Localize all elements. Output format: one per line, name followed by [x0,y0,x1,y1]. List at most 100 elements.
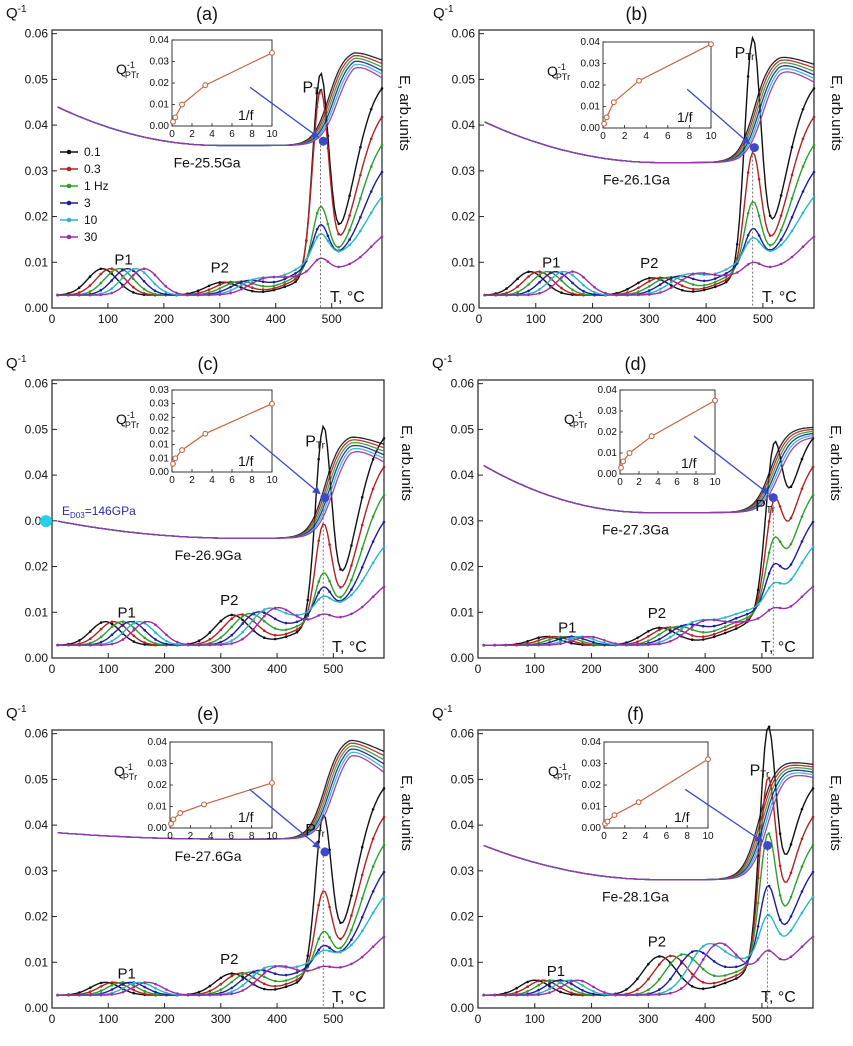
q-point [121,276,124,280]
q-point [371,837,375,841]
q-point [350,544,353,547]
q-point [230,639,233,642]
q-point [790,173,794,177]
q-point [315,258,319,262]
q-point [207,293,211,297]
q-point [658,988,661,991]
q-point [723,631,727,635]
plot-frame [51,29,383,309]
q-point [658,626,661,630]
q-point [658,978,661,981]
q-point [306,964,310,968]
x-tick-label: 200 [155,1012,175,1026]
inset-frame [171,39,273,127]
q-point [350,593,353,597]
q-point [669,954,672,958]
q-point [317,937,321,941]
ptr-marker-dot [320,847,330,857]
inset-y-label: Q-1 PTr [564,410,587,430]
q-point [197,990,201,994]
q-point [548,991,551,994]
inset-x-label: 1/f [681,455,697,471]
inset-y-label: Q-1 PTr [548,762,571,782]
q-point [99,635,103,639]
q-point [294,268,297,272]
e-curve-series-5 [57,451,385,539]
q-point [339,595,342,599]
q-point [647,962,650,966]
q-point [701,981,705,984]
q-point [603,641,606,645]
q-point [294,274,297,278]
q-point [315,105,319,109]
q-point [636,640,639,644]
q-point [701,967,705,971]
q-point [283,273,287,277]
q-point [778,932,782,936]
q-point [359,216,362,219]
q-point [382,520,386,524]
q-point [380,170,384,174]
q-point [735,243,739,246]
inset-x-tick-label: 8 [249,475,255,486]
q-point [658,633,661,636]
peak-label-p1: P1 [558,620,576,637]
q-point [745,616,749,619]
panel-1: 0.000.010.020.030.040.050.060 100 200 300 40… [433,4,845,326]
q-point [515,986,518,990]
q-point [283,275,287,279]
q-point [273,965,277,968]
inset-x-tick-label: 2 [188,831,194,842]
y-tick-label: 0.05 [451,772,475,786]
q-point [283,280,287,284]
q-point [350,962,353,966]
y-tick-label: 0.05 [25,772,49,786]
q-point [263,614,266,618]
q-point [252,981,255,985]
x-tick-label: 0 [49,1012,56,1026]
q-point [143,981,146,984]
q-point [779,214,783,217]
legend-marker [66,200,72,206]
q-point [132,628,136,632]
q-point [636,977,639,981]
q-point [348,194,351,197]
q-point [261,280,265,284]
x-tick-label: 300 [211,662,231,676]
q-point [723,616,727,619]
q-point [382,787,386,790]
q-point [701,638,705,641]
inset-x-tick-label: 0 [617,477,623,488]
inset-frame [619,389,716,475]
q-point [582,275,585,279]
q-point [712,635,716,639]
q-point [723,950,727,953]
alloy-label: Fe-26.9Ga [175,547,242,563]
x-axis-label: T, °C [332,639,367,656]
q-point [615,293,618,297]
q-point [241,630,244,634]
q-point [637,286,640,290]
q-point [690,634,694,637]
q-point [218,283,222,287]
q-point [380,235,384,238]
q-point [548,635,551,639]
inset-y-label: Q-1 PTr [116,410,139,430]
q-point [99,272,103,276]
y-tick-label: 0.01 [452,255,476,269]
q-point [328,936,331,939]
q-point [734,977,738,980]
inset-y-tick-label: 0.04 [582,737,602,748]
q-point [647,977,650,981]
inset-x-tick-label: 4 [655,477,661,488]
q-point [526,643,529,647]
q-point [690,975,694,979]
plot-frame [477,729,814,1009]
q-point [360,916,364,919]
inset-point [636,77,642,84]
panel-title: (f) [627,704,644,724]
q-point [659,287,662,291]
inset-arrow [249,434,321,495]
q-point [219,636,223,639]
q-point [548,643,551,647]
